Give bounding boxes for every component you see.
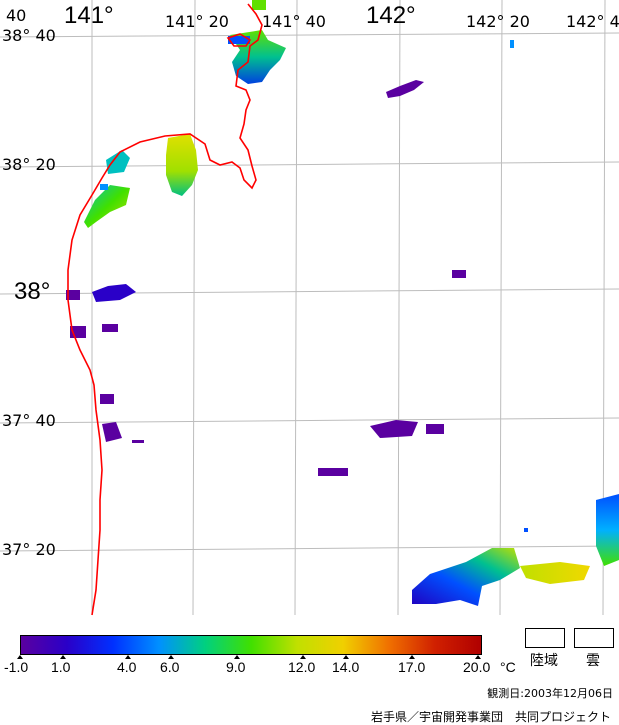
colorbar-tick [60, 655, 66, 659]
credit-text: 岩手県／宇宙開発事業団 共同プロジェクト [370, 710, 611, 724]
colorbar-tick [409, 655, 415, 659]
colorbar-tick [234, 655, 240, 659]
colorbar-tick-label: 12.0 [288, 659, 316, 675]
colorbar-tick [17, 655, 23, 659]
sst-patch-north-blue [228, 36, 250, 44]
latitude-label: 38° 40 [2, 26, 56, 45]
colorbar-tick-label: 1.0 [51, 659, 71, 675]
sst-patch-cold [452, 270, 466, 278]
meridian-line [499, 0, 503, 616]
colorbar-tick-label: -1.0 [4, 659, 29, 675]
colorbar-tick [343, 655, 349, 659]
sst-patches [66, 0, 619, 606]
corner-label: 40 [6, 6, 27, 25]
sst-patch-cold [318, 468, 348, 476]
sst-patch-cold [92, 284, 136, 302]
sst-patch-cold [370, 420, 418, 438]
coastline-mainland [67, 3, 263, 616]
parallel-line [0, 32, 619, 38]
sst-patch-cold [102, 324, 118, 332]
sst-patch-cold [386, 80, 424, 98]
sst-patch-small [100, 184, 108, 190]
parallel-line [0, 417, 619, 424]
sst-patch-shore [84, 185, 130, 228]
coastline [67, 3, 263, 616]
colorbar-unit: °C [500, 659, 516, 675]
observation-date: 観測日:2003年12月06日 [487, 687, 613, 700]
colorbar-tick-label: 20.0 [463, 659, 491, 675]
sst-patch-plume [166, 134, 198, 196]
coastline-island [226, 33, 252, 47]
longitude-label: 142° [366, 2, 416, 29]
latitude-label: 37° 20 [2, 540, 56, 559]
sst-patch-cold [102, 422, 122, 442]
meridian-line [192, 0, 196, 616]
temperature-colorbar [20, 635, 482, 655]
colorbar-tick [300, 655, 306, 659]
colorbar-tick [475, 655, 481, 659]
colorbar-tick-label: 6.0 [160, 659, 180, 675]
sst-patch-cold [100, 394, 114, 404]
colorbar-tick [168, 655, 174, 659]
graticule [0, 0, 619, 616]
longitude-label: 142° 20 [466, 12, 530, 31]
sst-patch-cold [510, 40, 514, 48]
sst-patch-southeast-warm [520, 562, 590, 584]
longitude-label: 141° 40 [262, 12, 326, 31]
latitude-label: 38° 20 [2, 155, 56, 174]
colorbar-tick-label: 14.0 [332, 659, 360, 675]
land-legend-swatch [525, 628, 565, 648]
longitude-label: 142° 4 [566, 12, 619, 31]
latitude-label: 38° [14, 278, 51, 305]
colorbar-tick-label: 9.0 [226, 659, 246, 675]
colorbar-tick-label: 4.0 [117, 659, 137, 675]
land-legend-label: 陸域 [530, 653, 558, 669]
colorbar-tick [125, 655, 131, 659]
sst-patch-southeast [412, 548, 520, 606]
sea-surface-temperature-map [0, 0, 619, 616]
sst-patch-east-edge [596, 494, 619, 566]
sst-patch-cold [426, 424, 444, 434]
sst-patch-cold [66, 290, 80, 300]
meridian-line [397, 0, 401, 616]
longitude-label: 141° 20 [165, 12, 229, 31]
sst-patch-shore-top [106, 150, 130, 174]
sst-patch-north-strip [252, 0, 266, 10]
parallel-line [0, 161, 619, 168]
parallel-line [0, 545, 619, 552]
cloud-legend-swatch [574, 628, 614, 648]
longitude-label: 141° [64, 2, 114, 29]
colorbar-tick-label: 17.0 [398, 659, 426, 675]
meridian-line [294, 0, 298, 616]
cloud-legend-label: 雲 [586, 653, 600, 669]
latitude-label: 37° 40 [2, 411, 56, 430]
sst-patch-cold [132, 440, 144, 443]
sst-patch-cold [524, 528, 528, 532]
